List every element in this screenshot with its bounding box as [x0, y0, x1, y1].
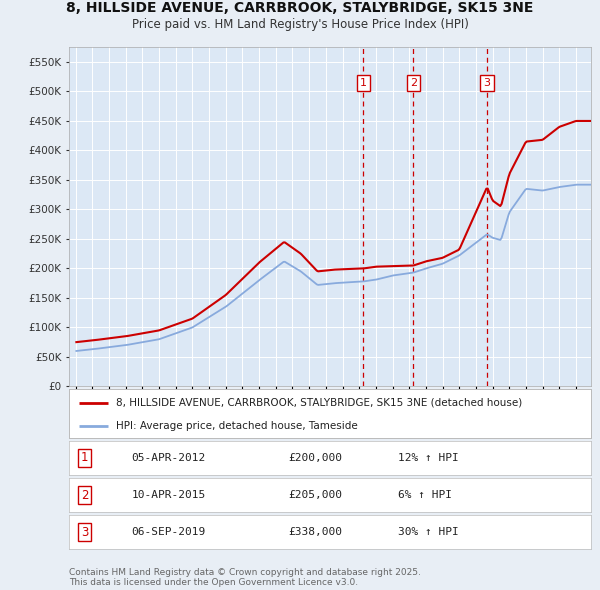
Text: 05-APR-2012: 05-APR-2012	[131, 453, 206, 463]
Text: 8, HILLSIDE AVENUE, CARRBROOK, STALYBRIDGE, SK15 3NE: 8, HILLSIDE AVENUE, CARRBROOK, STALYBRID…	[67, 1, 533, 15]
Text: HPI: Average price, detached house, Tameside: HPI: Average price, detached house, Tame…	[116, 421, 358, 431]
Text: 8, HILLSIDE AVENUE, CARRBROOK, STALYBRIDGE, SK15 3NE (detached house): 8, HILLSIDE AVENUE, CARRBROOK, STALYBRID…	[116, 398, 522, 408]
Text: 2: 2	[81, 489, 88, 502]
Text: 6% ↑ HPI: 6% ↑ HPI	[398, 490, 452, 500]
Text: £200,000: £200,000	[288, 453, 342, 463]
Text: 3: 3	[81, 526, 88, 539]
Text: Contains HM Land Registry data © Crown copyright and database right 2025.
This d: Contains HM Land Registry data © Crown c…	[69, 568, 421, 587]
Text: £338,000: £338,000	[288, 527, 342, 537]
Text: 3: 3	[484, 78, 491, 88]
Text: 12% ↑ HPI: 12% ↑ HPI	[398, 453, 458, 463]
Text: 2: 2	[410, 78, 417, 88]
Text: Price paid vs. HM Land Registry's House Price Index (HPI): Price paid vs. HM Land Registry's House …	[131, 18, 469, 31]
Text: 30% ↑ HPI: 30% ↑ HPI	[398, 527, 458, 537]
Text: 06-SEP-2019: 06-SEP-2019	[131, 527, 206, 537]
Text: 1: 1	[81, 451, 88, 464]
Text: 10-APR-2015: 10-APR-2015	[131, 490, 206, 500]
Text: 1: 1	[360, 78, 367, 88]
Text: £205,000: £205,000	[288, 490, 342, 500]
